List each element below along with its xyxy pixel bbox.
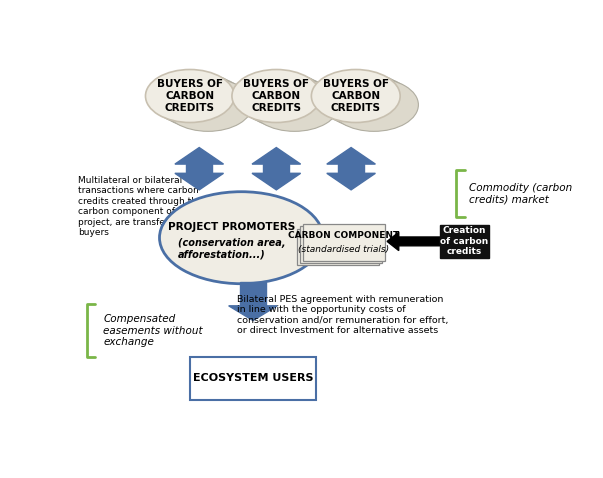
Ellipse shape bbox=[238, 73, 327, 125]
Bar bbox=[240, 282, 266, 306]
Text: BUYERS OF
CARBON
CREDITS: BUYERS OF CARBON CREDITS bbox=[323, 79, 389, 113]
Ellipse shape bbox=[244, 76, 333, 129]
Text: Commodity (carbon
credits) market: Commodity (carbon credits) market bbox=[469, 183, 573, 204]
Ellipse shape bbox=[157, 76, 247, 129]
Bar bbox=[303, 224, 385, 261]
Polygon shape bbox=[387, 232, 440, 250]
Text: ECOSYSTEM USERS: ECOSYSTEM USERS bbox=[193, 373, 313, 383]
Polygon shape bbox=[327, 148, 376, 164]
Text: Multilateral or bilateral
transactions where carbon
credits created through the
: Multilateral or bilateral transactions w… bbox=[78, 176, 203, 237]
Polygon shape bbox=[175, 148, 224, 164]
Ellipse shape bbox=[159, 192, 323, 284]
Polygon shape bbox=[327, 174, 376, 190]
Bar bbox=[190, 358, 316, 400]
Ellipse shape bbox=[151, 73, 241, 125]
Ellipse shape bbox=[317, 73, 406, 125]
Ellipse shape bbox=[250, 78, 339, 131]
Polygon shape bbox=[252, 174, 301, 190]
Bar bbox=[297, 228, 379, 265]
Text: (standardised trials): (standardised trials) bbox=[298, 245, 390, 254]
Text: CARBON COMPONENT: CARBON COMPONENT bbox=[288, 231, 399, 240]
Text: (conservation area,
afforestation...): (conservation area, afforestation...) bbox=[178, 238, 286, 260]
Ellipse shape bbox=[311, 69, 400, 122]
Polygon shape bbox=[229, 306, 277, 321]
Bar bbox=[186, 164, 212, 174]
Polygon shape bbox=[252, 148, 301, 164]
Ellipse shape bbox=[163, 78, 253, 131]
Ellipse shape bbox=[145, 69, 235, 122]
Bar bbox=[440, 225, 489, 258]
Ellipse shape bbox=[330, 78, 418, 131]
Bar bbox=[300, 226, 382, 263]
Bar bbox=[264, 164, 289, 174]
Ellipse shape bbox=[232, 69, 321, 122]
Bar bbox=[338, 164, 364, 174]
Text: Compensated
easements without
exchange: Compensated easements without exchange bbox=[104, 314, 203, 348]
Text: BUYERS OF
CARBON
CREDITS: BUYERS OF CARBON CREDITS bbox=[157, 79, 223, 113]
Text: Creation
of carbon
credits: Creation of carbon credits bbox=[440, 227, 488, 256]
Text: Bilateral PES agreement with remuneration
in line with the opportunity costs of
: Bilateral PES agreement with remuneratio… bbox=[236, 295, 448, 335]
Text: PROJECT PROMOTERS: PROJECT PROMOTERS bbox=[168, 222, 295, 232]
Polygon shape bbox=[175, 174, 224, 190]
Ellipse shape bbox=[324, 76, 412, 129]
Text: BUYERS OF
CARBON
CREDITS: BUYERS OF CARBON CREDITS bbox=[244, 79, 309, 113]
